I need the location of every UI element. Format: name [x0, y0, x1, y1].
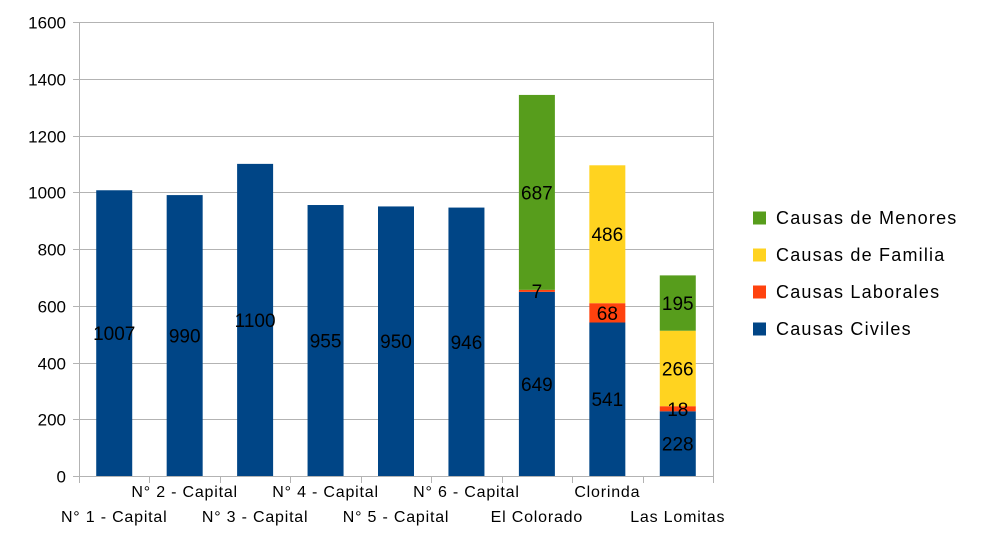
bar-value-label: 955: [310, 332, 342, 353]
bar-value-label: 7: [532, 282, 543, 303]
bar-value-label: 950: [380, 332, 412, 353]
bar-value-label: 228: [662, 435, 694, 456]
bar-segment: [589, 303, 626, 323]
x-category-label: El Colorado: [491, 509, 583, 526]
bar-segment: [237, 163, 274, 476]
bar-segment: [518, 94, 555, 290]
legend-label: Causas Civiles: [776, 319, 912, 339]
x-category-label: N° 5 - Capital: [343, 509, 450, 526]
legend-swatch: [753, 248, 766, 262]
legend-swatch: [753, 285, 766, 299]
bar-value-label: 68: [597, 304, 618, 325]
y-tick-label: 600: [38, 298, 66, 317]
y-tick-label: 1200: [28, 128, 66, 147]
y-tick-label: 200: [38, 411, 66, 430]
bar-segment: [166, 195, 203, 476]
bar-segment: [589, 322, 626, 476]
x-category-label: N° 4 - Capital: [272, 484, 379, 501]
x-category-label: Las Lomitas: [630, 509, 725, 526]
legend: Causas de Menores Causas de Familia Causas…: [753, 208, 958, 339]
x-category-label: N° 6 - Capital: [413, 484, 520, 501]
bar-value-label: 541: [591, 390, 623, 411]
y-tick-label: 1400: [28, 71, 66, 90]
bar-segment: [589, 165, 626, 304]
bar-value-label: 649: [521, 375, 553, 396]
bar-segment: [518, 291, 555, 476]
bar-value-label: 990: [169, 327, 201, 348]
legend-swatch: [753, 322, 766, 336]
bar-value-label: 946: [451, 333, 483, 354]
bar-value-label: 195: [662, 294, 694, 315]
bar-value-label: 1100: [235, 311, 276, 332]
bar-value-label: 486: [591, 225, 623, 246]
bar-value-label: 687: [521, 183, 553, 204]
x-category-label: N° 1 - Capital: [61, 509, 168, 526]
legend-swatch: [753, 211, 766, 225]
bar-segment: [659, 330, 696, 407]
legend-label: Causas Laborales: [776, 282, 940, 302]
bar-segment: [659, 275, 696, 331]
x-category-label: N° 3 - Capital: [202, 509, 309, 526]
data-labels: 1007 990 1100 955 950 946 649 7 687 541 68 486 228 18…: [93, 183, 694, 455]
bar-segment: [378, 206, 414, 476]
bar-segment: [307, 205, 344, 477]
legend-label: Causas de Familia: [776, 245, 945, 265]
x-category-label: N° 2 - Capital: [131, 484, 238, 501]
bar-segment: [96, 190, 133, 477]
bar-value-label: 18: [667, 400, 688, 421]
bar-segment: [659, 406, 696, 412]
y-tick-label: 0: [57, 468, 66, 487]
axes: 0 200 400 600 800 1000 1200 1400 1600 N° 1 - Capi…: [28, 14, 725, 527]
bar-segment: [659, 411, 696, 476]
bar-value-label: 266: [662, 359, 694, 380]
bar-segment: [518, 289, 555, 292]
bar-value-label: 1007: [93, 324, 135, 345]
legend-label: Causas de Menores: [776, 208, 958, 228]
bar-segment: [448, 207, 485, 476]
y-tick-label: 1000: [28, 184, 66, 203]
x-category-label: Clorinda: [574, 484, 640, 501]
y-tick-label: 400: [38, 355, 66, 374]
y-tick-label: 800: [38, 241, 66, 260]
bars: [96, 94, 696, 477]
y-tick-label: 1600: [28, 14, 66, 33]
